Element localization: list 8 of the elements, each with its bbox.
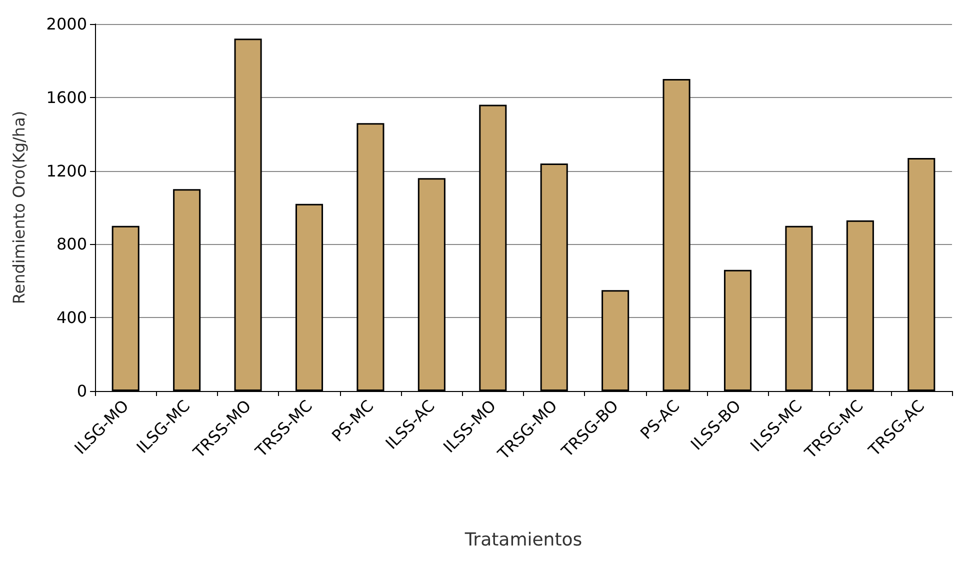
x-axis-title: Tratamientos [464, 530, 582, 550]
y-tick-label: 1200 [46, 161, 87, 180]
y-tick-label: 400 [56, 308, 87, 328]
y-tick-label: 800 [56, 234, 87, 254]
y-tick-label: 1600 [46, 88, 87, 107]
y-tick-label: 0 [76, 382, 87, 400]
y-tick-label: 2000 [46, 14, 87, 34]
y-axis-title: Rendimiento Oro(Kg/ha) [10, 110, 28, 304]
